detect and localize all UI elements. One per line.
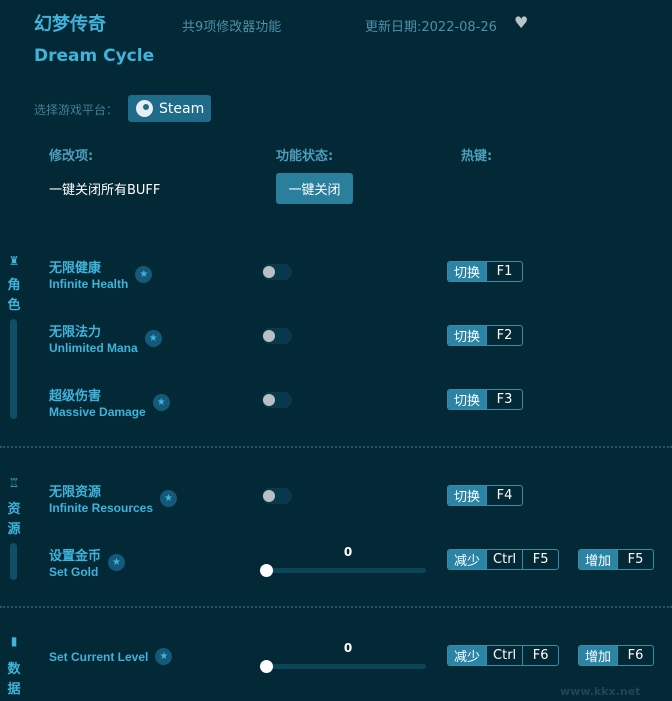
- heart-icon[interactable]: ♥: [514, 13, 529, 32]
- star-icon[interactable]: ★: [135, 265, 153, 283]
- cheat-item-set-gold: 设置金币 Set Gold ★: [49, 545, 126, 579]
- hotkey-action: 切换: [448, 486, 487, 505]
- category-char: 源: [7, 522, 21, 537]
- column-item: 修改项:: [49, 149, 94, 164]
- hotkey-action: 切换: [448, 390, 487, 409]
- hotkey-infinite-resources[interactable]: 切换 F4: [447, 485, 524, 506]
- cheat-item-infinite-resources: 无限资源 Infinite Resources ★: [49, 481, 178, 515]
- hotkey-key: F3: [486, 390, 522, 409]
- slider-value: 0: [343, 545, 353, 559]
- watermark: www.kkx.net: [560, 685, 641, 698]
- slider-value: 0: [343, 641, 353, 655]
- steam-label: Steam: [159, 100, 205, 117]
- divider: [0, 446, 672, 448]
- cheat-item-massive-damage: 超级伤害 Massive Damage ★: [49, 385, 170, 419]
- steam-platform-button[interactable]: Steam: [128, 95, 211, 122]
- category-char: 数: [7, 662, 21, 677]
- star-icon[interactable]: ★: [152, 393, 170, 411]
- hotkey-key: F6: [617, 646, 653, 665]
- platform-label: 选择游戏平台：: [34, 103, 119, 117]
- hotkey-action: 增加: [579, 550, 618, 569]
- category-scrollbar[interactable]: [10, 319, 17, 419]
- steam-icon: [136, 100, 153, 117]
- hotkey-massive-damage[interactable]: 切换 F3: [447, 389, 524, 410]
- item-name-en: Infinite Health: [49, 277, 129, 291]
- hotkey-action: 切换: [448, 326, 487, 345]
- toggle-massive-damage[interactable]: [262, 392, 292, 408]
- cheat-item-set-current-level: Set Current Level ★: [49, 648, 173, 665]
- item-name-en: Massive Damage: [49, 405, 146, 419]
- hotkey-key: F4: [486, 486, 522, 505]
- hotkey-key: F5: [617, 550, 653, 569]
- category-char: 角: [7, 278, 21, 293]
- star-icon[interactable]: ★: [155, 648, 173, 665]
- star-icon[interactable]: ★: [144, 329, 162, 347]
- game-title-cn: 幻梦传奇: [34, 14, 106, 35]
- resources-icon: ♖: [8, 476, 20, 490]
- cheat-item-unlimited-mana: 无限法力 Unlimited Mana ★: [49, 321, 162, 355]
- hotkey-action: 减少: [448, 646, 487, 665]
- hotkey-key: F2: [486, 326, 522, 345]
- hotkey-infinite-health[interactable]: 切换 F1: [447, 261, 524, 282]
- hotkey-key: F1: [486, 262, 522, 281]
- item-name-cn: 无限法力: [49, 325, 102, 340]
- column-status: 功能状态:: [276, 149, 334, 164]
- category-scrollbar[interactable]: [10, 543, 17, 580]
- item-name-cn: 无限资源: [49, 485, 102, 500]
- toggle-infinite-health[interactable]: [262, 264, 292, 280]
- star-icon[interactable]: ★: [160, 489, 178, 507]
- hotkey-unlimited-mana[interactable]: 切换 F2: [447, 325, 524, 346]
- hotkey-modifier: Ctrl: [486, 646, 522, 665]
- category-char: 据: [7, 682, 21, 697]
- item-name-en: Infinite Resources: [49, 501, 154, 515]
- hotkey-set-level-increase[interactable]: 增加 F6: [578, 645, 655, 666]
- divider: [0, 606, 672, 608]
- feature-count: 共9项修改器功能: [182, 20, 282, 35]
- item-name-en: Set Current Level: [49, 650, 149, 664]
- slider-thumb[interactable]: [260, 660, 273, 673]
- game-title-en: Dream Cycle: [34, 46, 155, 66]
- set-level-slider[interactable]: [260, 660, 426, 673]
- item-name-cn: 设置金币: [49, 549, 102, 564]
- hotkey-action: 切换: [448, 262, 487, 281]
- item-name-en: Unlimited Mana: [49, 341, 138, 355]
- close-all-buff-label: 一键关闭所有BUFF: [49, 183, 161, 198]
- toggle-unlimited-mana[interactable]: [262, 328, 292, 344]
- data-icon: ▮: [10, 634, 18, 648]
- hotkey-set-level-decrease[interactable]: 减少 Ctrl F6: [447, 645, 560, 666]
- slider-thumb[interactable]: [260, 564, 273, 577]
- hotkey-modifier: Ctrl: [486, 550, 522, 569]
- cheat-item-infinite-health: 无限健康 Infinite Health ★: [49, 257, 153, 291]
- close-all-button[interactable]: 一键关闭: [276, 173, 353, 204]
- hotkey-action: 减少: [448, 550, 487, 569]
- item-name-en: Set Gold: [49, 565, 99, 579]
- toggle-infinite-resources[interactable]: [262, 488, 292, 504]
- set-gold-slider[interactable]: [260, 564, 426, 577]
- item-name-cn: 超级伤害: [49, 389, 102, 404]
- category-char: 色: [7, 298, 21, 313]
- item-name-cn: 无限健康: [49, 261, 102, 276]
- category-char: 资: [7, 502, 21, 517]
- character-icon: ♜: [8, 254, 20, 268]
- update-date: 更新日期:2022-08-26: [365, 20, 497, 35]
- star-icon[interactable]: ★: [108, 553, 126, 571]
- column-hotkey: 热键:: [461, 149, 493, 164]
- hotkey-key: F6: [522, 646, 558, 665]
- hotkey-key: F5: [522, 550, 558, 569]
- hotkey-set-gold-decrease[interactable]: 减少 Ctrl F5: [447, 549, 560, 570]
- hotkey-set-gold-increase[interactable]: 增加 F5: [578, 549, 655, 570]
- hotkey-action: 增加: [579, 646, 618, 665]
